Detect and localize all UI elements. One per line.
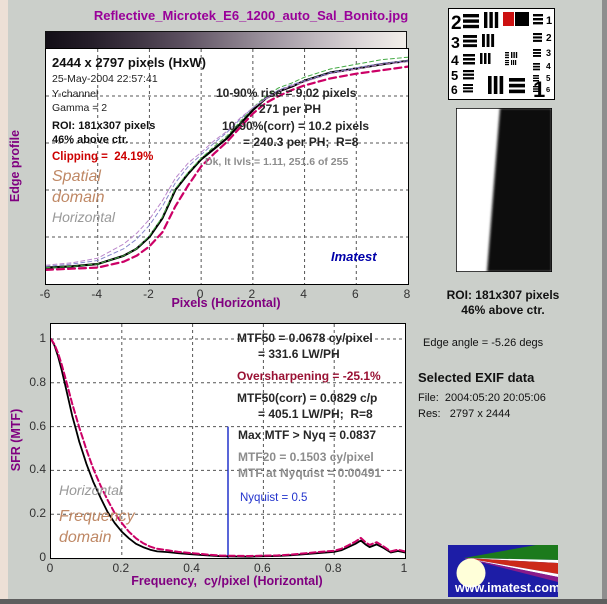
svg-text:3: 3 — [546, 48, 551, 58]
series-edge-profile-corrected — [46, 65, 408, 271]
nyquist-label: Nyquist = 0.5 — [240, 492, 308, 504]
edge-gamma: Gamma = 2 — [52, 102, 108, 114]
x-tick-label: -2 — [143, 287, 154, 301]
svg-text:2: 2 — [451, 13, 462, 34]
svg-text:4: 4 — [546, 61, 551, 71]
y-tick-label: 1 — [39, 331, 46, 345]
edge-rise-corr: 10-90%(corr) = 10.2 pixels — [222, 119, 370, 133]
mtf-y-axis-label: SFR (MTF) — [9, 408, 23, 472]
mtf-x-axis-label: Frequency, cy/pixel (Horizontal) — [131, 574, 323, 588]
imatest-logo: www.imatest.com — [448, 545, 558, 597]
mtf50-stat: MTF50 = 0.0678 cy/pixel — [237, 331, 373, 345]
svg-text:1: 1 — [533, 77, 545, 100]
x-tick-label: 6 — [351, 287, 359, 301]
window-right-edge — [602, 0, 607, 604]
x-tick-label: 0.2 — [112, 561, 130, 575]
svg-text:5: 5 — [451, 68, 458, 83]
frequency-domain-label: Frequency domain — [59, 508, 135, 546]
x-tick-label: 0 — [46, 561, 54, 575]
edge-roi-line1: ROI: 181x307 pixels — [52, 120, 156, 132]
edge-levels-stat: Dk, lt lvls = 1.11, 251.6 of 255 — [205, 156, 349, 168]
roi-caption-line2: 46% above ctr. — [461, 303, 545, 317]
edge-orientation-label: Horizontal — [52, 209, 116, 225]
edge-clipping: Clipping = 24.19% — [52, 151, 154, 163]
x-tick-label: 0.6 — [254, 561, 271, 575]
svg-text:6: 6 — [451, 83, 458, 97]
y-tick-label: 0.6 — [29, 418, 46, 433]
usaf-test-chart-thumbnail: 2 1 3 2 4 3 5 4 5 6 6 1 — [448, 8, 555, 100]
y-tick-label: 0.2 — [29, 506, 46, 521]
edge-roi-line2: 46% above ctr. — [52, 134, 129, 146]
y-tick-label: 0.8 — [29, 374, 46, 389]
series-edge-aux-blue — [46, 60, 408, 267]
mtf50-corr-lwph-stat: = 405.1 LW/PH; R=8 — [258, 407, 373, 421]
max-mtf-stat: Max MTF > Nyq = 0.0837 — [238, 428, 377, 442]
mtf50-corr-stat: MTF50(corr) = 0.0829 c/p — [237, 391, 378, 405]
window-left-edge — [0, 0, 8, 604]
svg-text:3: 3 — [451, 35, 460, 52]
window-bottom-edge — [0, 599, 607, 604]
x-tick-label: -6 — [39, 287, 51, 301]
mtf-orientation-label: Horizontal — [59, 482, 123, 498]
edge-image-size: 2444 x 2797 pixels (HxW) — [52, 55, 206, 70]
roi-caption-line1: ROI: 181x307 pixels — [446, 288, 560, 302]
x-tick-label: 4 — [300, 287, 307, 301]
chart-svg-edge — [46, 49, 408, 284]
mtf-at-nyquist-stat: MTF at Nyquist = 0.00491 — [238, 466, 382, 480]
series-mtf-corrected — [51, 338, 405, 557]
x-tick-label: 0.4 — [183, 561, 200, 575]
roi-crop-image — [456, 108, 552, 272]
edge-y-axis-label: Edge profile — [8, 129, 22, 203]
exif-heading: Selected EXIF data — [418, 370, 535, 385]
spatial-domain-label: Spatial domain — [52, 168, 105, 206]
mtf50-lwph-stat: = 331.6 LW/PH — [258, 347, 340, 361]
x-tick-label: 8 — [403, 287, 411, 301]
svg-text:6: 6 — [546, 85, 550, 94]
figure-title: Reflective_Microtek_E6_1200_auto_Sal_Bon… — [93, 8, 409, 23]
edge-x-axis-label: Pixels (Horizontal) — [171, 296, 281, 310]
edge-timestamp: 25-May-2004 22:57:41 — [52, 73, 158, 85]
x-tick-label: 1 — [400, 561, 408, 575]
imatest-logo-url: www.imatest.com — [454, 581, 558, 595]
edge-angle: Edge angle = -5.26 degs — [423, 337, 544, 349]
oversharpening-stat: Oversharpening = -25.1% — [237, 369, 381, 383]
x-tick-label: -4 — [91, 287, 103, 301]
series-edge-aux-violet — [46, 61, 408, 266]
edge-rise-corr-per-ph: = 240.3 per PH; R=8 — [243, 135, 359, 149]
edge-rise-per-ph: 271 per PH — [259, 102, 322, 116]
svg-text:1: 1 — [546, 15, 552, 27]
svg-text:5: 5 — [546, 74, 551, 83]
edge-channel: Y-channel — [52, 88, 99, 100]
mtf20-stat: MTF20 = 0.1503 cy/pixel — [238, 450, 374, 464]
series-edge-fit-green — [46, 56, 408, 269]
mtf-chart: MTF50 = 0.0678 cy/pixel = 331.6 LW/PH Ov… — [50, 323, 406, 559]
svg-text:4: 4 — [451, 52, 459, 68]
edge-profile-chart: 2444 x 2797 pixels (HxW) 25-May-2004 22:… — [45, 48, 409, 285]
x-tick-label: 0 — [196, 287, 204, 301]
svg-text:2: 2 — [546, 33, 552, 44]
series-mtf — [51, 338, 405, 558]
edge-gradient-bar — [45, 31, 407, 49]
exif-resolution: Res: 2797 x 2444 — [418, 408, 511, 420]
edge-rise-stat: 10-90% rise = 9.02 pixels — [216, 86, 357, 100]
x-tick-label: 0.8 — [324, 561, 342, 575]
exif-file: File: 2004:05:20 20:05:06 — [418, 392, 546, 404]
imatest-watermark: Imatest — [331, 249, 377, 264]
y-tick-label: 0 — [39, 550, 46, 564]
chart-svg-mtf — [51, 324, 405, 558]
y-tick-label: 0.4 — [29, 462, 46, 477]
x-tick-label: 2 — [248, 287, 256, 301]
